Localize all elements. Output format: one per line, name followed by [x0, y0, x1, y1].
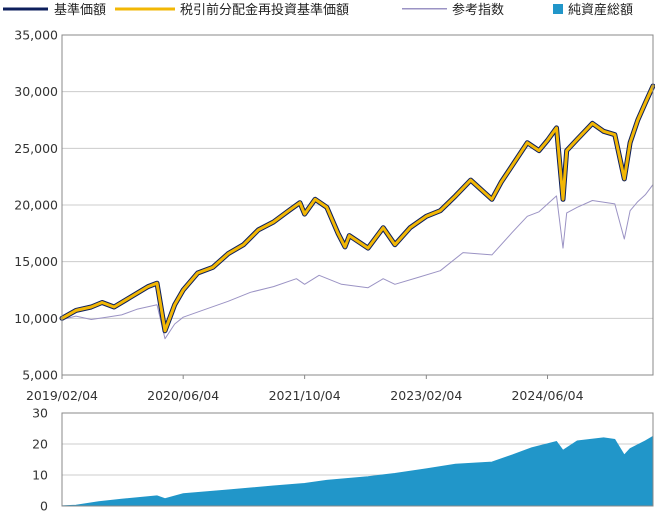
legend-label-reinvested: 税引前分配金再投資基準価額 [180, 2, 349, 18]
sub-y-tick-label: 30 [32, 406, 48, 421]
sub-y-tick-label: 10 [32, 468, 48, 483]
main-y-tick-label: 5,000 [22, 368, 58, 383]
sub-y-tick-label: 0 [40, 499, 48, 512]
main-chart-y-ticks: 35,000 30,000 25,000 20,000 15,000 10,000 5,00… [14, 28, 58, 383]
legend-item-reinvested: 税引前分配金再投資基準価額 [115, 2, 349, 18]
legend-item-net-assets: 純資産総額 [553, 2, 633, 18]
main-y-tick-label: 10,000 [14, 311, 58, 326]
series-area-net-assets [61, 435, 654, 507]
sub-chart-y-ticks: 30 20 10 0 [32, 406, 48, 512]
main-x-tick-label: 2021/10/04 [269, 388, 341, 403]
legend-label-benchmark: 参考指数 [452, 2, 504, 18]
main-x-tick-label: 2020/06/04 [147, 388, 219, 403]
series-line-benchmark [61, 184, 654, 340]
main-x-tick-label: 2019/02/04 [26, 388, 98, 403]
sub-y-tick-label: 20 [32, 437, 48, 452]
main-y-tick-label: 25,000 [14, 141, 58, 156]
legend-item-nav: 基準価額 [3, 2, 106, 18]
legend-square-net-assets-marker [553, 4, 563, 14]
legend-label-net-assets: 純資産総額 [568, 2, 633, 18]
main-chart-grid [62, 34, 653, 376]
main-chart-x-ticks: 2019/02/04 2020/06/04 2021/10/04 2023/02/04… [26, 375, 584, 403]
main-chart-series [59, 83, 655, 340]
main-y-tick-label: 20,000 [14, 198, 58, 213]
chart-legend: 基準価額 税引前分配金再投資基準価額 参考指数 純資産総額 [3, 2, 633, 18]
main-y-tick-label: 35,000 [14, 28, 58, 43]
legend-label-nav: 基準価額 [54, 2, 106, 18]
main-x-tick-label: 2024/06/04 [511, 388, 583, 403]
legend-line-nav-marker [3, 7, 48, 11]
sub-plot-frame [61, 412, 654, 507]
legend-line-reinvested-marker [115, 7, 175, 11]
legend-item-benchmark: 参考指数 [402, 2, 504, 18]
series-line-reinvested [60, 84, 655, 333]
main-y-tick-label: 30,000 [14, 84, 58, 99]
main-plot-frame [61, 34, 654, 376]
main-y-tick-label: 15,000 [14, 254, 58, 269]
legend-line-benchmark-marker [402, 8, 447, 10]
main-x-tick-label: 2023/02/04 [390, 388, 462, 403]
series-line-nav [59, 83, 655, 334]
sub-chart-series [61, 435, 654, 507]
